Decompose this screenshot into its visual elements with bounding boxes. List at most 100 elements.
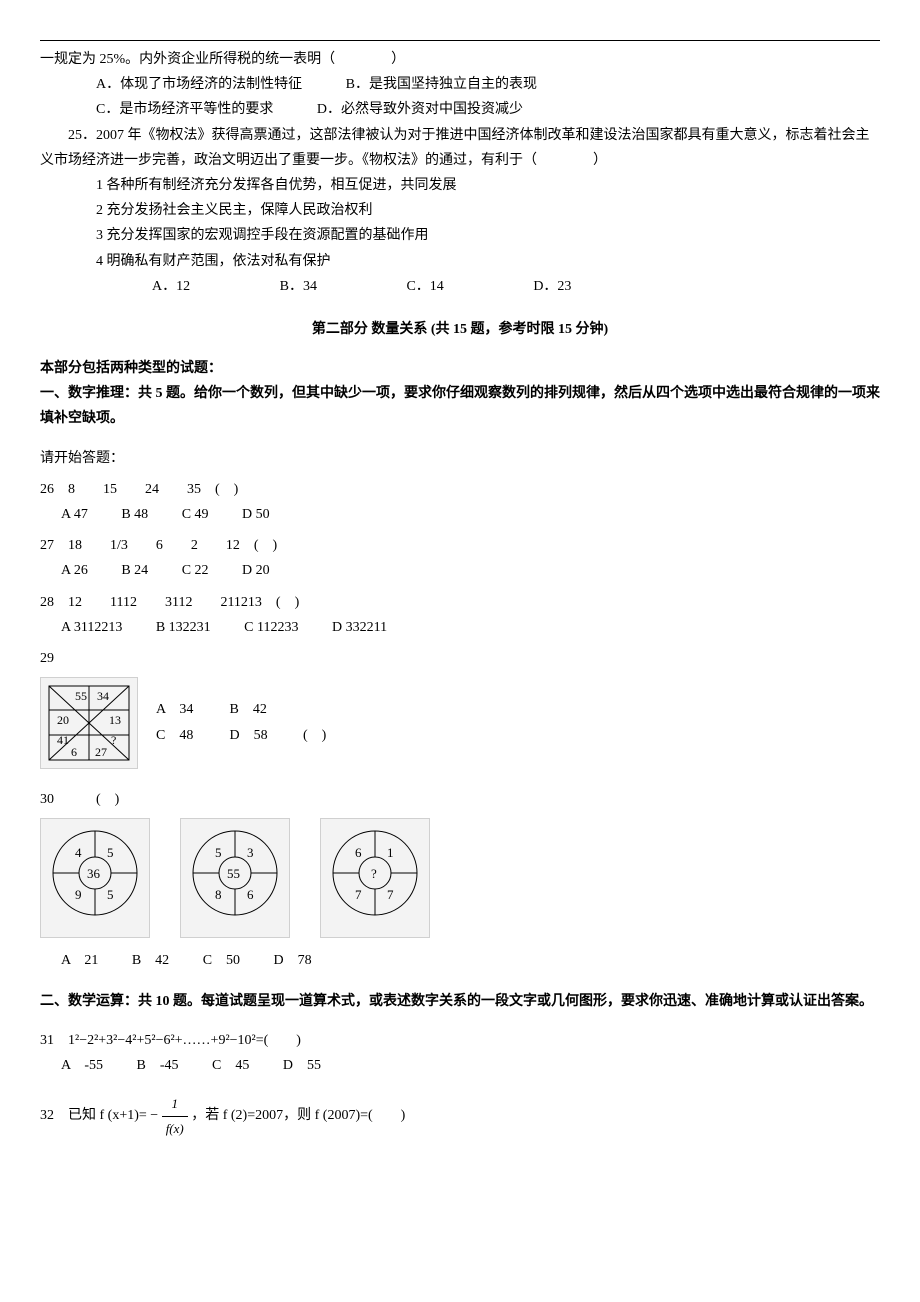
q30-c2-svg: 5 3 8 6 55: [185, 823, 285, 923]
svg-text:7: 7: [387, 887, 394, 902]
svg-text:55: 55: [75, 689, 87, 703]
q30: 30 ( ) 4 5 9 5 36: [40, 787, 880, 973]
q30-circle-2: 5 3 8 6 55: [180, 818, 290, 937]
q27-a: A 26: [61, 558, 88, 583]
q29-figure: 55 34 20 13 41 ? 6 27: [40, 677, 138, 769]
q28-d: D 332211: [332, 615, 387, 640]
q32-prefix: 32 已知 f (x+1)= −: [40, 1108, 158, 1123]
q28: 28 12 1112 3112 211213 ( ) A 3112213 B 1…: [40, 590, 880, 640]
q24-opt-b: B．是我国坚持独立自主的表现: [346, 72, 537, 97]
q24-stem-cont: 一规定为 25%。内外资企业所得税的统一表明（ ）: [40, 47, 880, 72]
svg-text:5: 5: [215, 845, 222, 860]
svg-text:?: ?: [111, 733, 116, 747]
q25-item-2: 2 充分发扬社会主义民主，保障人民政治权利: [40, 198, 880, 223]
q31-opts: A -55 B -45 C 45 D 55: [40, 1053, 880, 1078]
q31-b: B -45: [137, 1053, 179, 1078]
svg-text:13: 13: [109, 713, 121, 727]
svg-text:20: 20: [57, 713, 69, 727]
q26: 26 8 15 24 35 ( ) A 47 B 48 C 49 D 50: [40, 477, 880, 527]
q25-options: A．12 B．34 C．14 D．23: [40, 274, 880, 299]
svg-text:34: 34: [97, 689, 109, 703]
q32-fraction: 1 f(x): [162, 1092, 188, 1140]
section2-intro: 本部分包括两种类型的试题：: [40, 356, 880, 381]
q29-blank: ( ): [303, 728, 326, 743]
q31-c: C 45: [212, 1053, 249, 1078]
q28-b: B 132231: [156, 615, 211, 640]
svg-text:6: 6: [71, 745, 77, 759]
section2-sub1: 一、数字推理：共 5 题。给你一个数列，但其中缺少一项，要求你仔细观察数列的排列…: [40, 381, 880, 431]
q29-label: 29: [40, 646, 880, 671]
q27-b: B 24: [121, 558, 148, 583]
q30-circle-3: 6 1 7 7 ?: [320, 818, 430, 937]
svg-text:5: 5: [107, 845, 114, 860]
section2-title: 第二部分 数量关系 (共 15 题，参考时限 15 分钟): [40, 317, 880, 342]
svg-text:6: 6: [355, 845, 362, 860]
q26-b: B 48: [121, 502, 148, 527]
q32-line: 32 已知 f (x+1)= − 1 f(x) ，若 f (2)=2007，则 …: [40, 1092, 880, 1140]
q28-c: C 112233: [244, 615, 298, 640]
q24-opt-a: A．体现了市场经济的法制性特征: [96, 72, 302, 97]
q26-opts: A 47 B 48 C 49 D 50: [40, 502, 880, 527]
svg-text:41: 41: [57, 733, 69, 747]
q25-item-3: 3 充分发挥国家的宏观调控手段在资源配置的基础作用: [40, 223, 880, 248]
q25-item-4: 4 明确私有财产范围，依法对私有保护: [40, 249, 880, 274]
q30-figures: 4 5 9 5 36 5 3 8 6 55: [40, 818, 880, 937]
begin-label: 请开始答题：: [40, 446, 880, 471]
q24-options-row1: A．体现了市场经济的法制性特征 B．是我国坚持独立自主的表现: [40, 72, 880, 97]
q26-d: D 50: [242, 502, 270, 527]
svg-text:8: 8: [215, 887, 222, 902]
q27-seq: 27 18 1/3 6 2 12 ( ): [40, 533, 880, 558]
svg-text:5: 5: [107, 887, 114, 902]
q28-opts: A 3112213 B 132231 C 112233 D 332211: [40, 615, 880, 640]
svg-text:27: 27: [95, 745, 107, 759]
svg-text:7: 7: [355, 887, 362, 902]
q24-options-row2: C．是市场经济平等性的要求 D．必然导致外资对中国投资减少: [40, 97, 880, 122]
q25-opt-b: B．34: [224, 274, 317, 299]
q24-opt-d: D．必然导致外资对中国投资减少: [317, 97, 523, 122]
q30-d: D 78: [274, 948, 312, 973]
top-rule: [40, 40, 880, 41]
q25-item-1: 1 各种所有制经济充分发挥各自优势，相互促进，共同发展: [40, 173, 880, 198]
q32: 32 已知 f (x+1)= − 1 f(x) ，若 f (2)=2007，则 …: [40, 1092, 880, 1140]
q26-seq: 26 8 15 24 35 ( ): [40, 477, 880, 502]
q30-c1-svg: 4 5 9 5 36: [45, 823, 145, 923]
q24-opt-c: C．是市场经济平等性的要求: [96, 97, 273, 122]
q32-den: f(x): [162, 1117, 188, 1140]
q29-c: C 48: [156, 723, 226, 750]
q30-circle-1: 4 5 9 5 36: [40, 818, 150, 937]
q31: 31 1²−2²+3²−4²+5²−6²+……+9²−10²=( ) A -55…: [40, 1028, 880, 1078]
q30-opts: A 21 B 42 C 50 D 78: [40, 948, 880, 973]
svg-text:4: 4: [75, 845, 82, 860]
q28-seq: 28 12 1112 3112 211213 ( ): [40, 590, 880, 615]
svg-text:9: 9: [75, 887, 82, 902]
q29: 29 55 34 20 13 41 ? 6 27 A 34: [40, 646, 880, 769]
svg-text:?: ?: [371, 866, 377, 881]
svg-text:3: 3: [247, 845, 254, 860]
q26-a: A 47: [61, 502, 88, 527]
q30-c3-svg: 6 1 7 7 ?: [325, 823, 425, 923]
svg-text:6: 6: [247, 887, 254, 902]
q27: 27 18 1/3 6 2 12 ( ) A 26 B 24 C 22 D 20: [40, 533, 880, 583]
svg-text:36: 36: [87, 866, 101, 881]
q27-d: D 20: [242, 558, 270, 583]
q30-b: B 42: [132, 948, 169, 973]
q27-c: C 22: [182, 558, 209, 583]
q28-a: A 3112213: [61, 615, 122, 640]
q29-grid-svg: 55 34 20 13 41 ? 6 27: [45, 682, 133, 764]
q29-b: B 42: [230, 697, 300, 724]
section2b: 二、数学运算：共 10 题。每道试题呈现一道算术式，或表述数字关系的一段文字或几…: [40, 989, 880, 1014]
q25-opt-c: C．14: [350, 274, 443, 299]
svg-text:1: 1: [387, 845, 394, 860]
q25-opt-a: A．12: [96, 274, 190, 299]
q31-d: D 55: [283, 1053, 321, 1078]
q31-a: A -55: [61, 1053, 103, 1078]
q30-c: C 50: [203, 948, 240, 973]
svg-text:55: 55: [227, 866, 240, 881]
q26-c: C 49: [182, 502, 209, 527]
q29-a: A 34: [156, 697, 226, 724]
q32-num: 1: [162, 1092, 188, 1116]
q25-stem: 25．2007 年《物权法》获得高票通过，这部法律被认为对于推进中国经济体制改革…: [40, 123, 880, 173]
q30-label: 30 ( ): [40, 787, 880, 812]
q29-options: A 34 B 42 C 48 D 58 ( ): [156, 697, 326, 750]
q32-suffix: ，若 f (2)=2007，则 f (2007)=( ): [191, 1108, 405, 1123]
